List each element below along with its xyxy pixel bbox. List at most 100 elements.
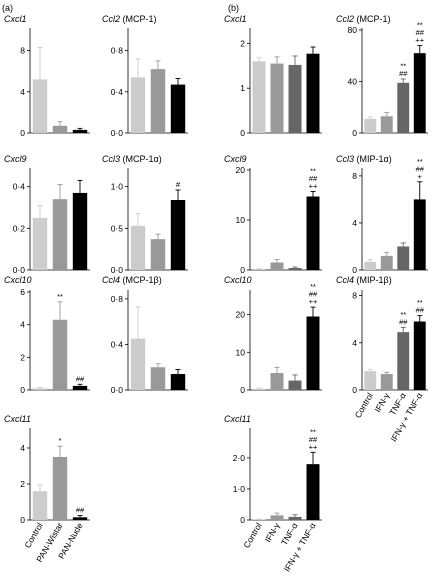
significance-marker: ## — [76, 506, 85, 515]
chart-title: Ccl3 (MIP-1α) — [336, 154, 392, 164]
bar-pan-wistar — [52, 125, 68, 133]
chart-title: Ccl4 (MCP-1β) — [102, 275, 162, 285]
chart-title: Cxcl10 — [224, 275, 252, 285]
significance-marker: ## — [309, 290, 318, 299]
significance-marker: ** — [310, 282, 316, 291]
bar-control — [32, 79, 48, 133]
chart-a-ccl2: Ccl2 (MCP-1) 0·0 0·4 0·8 — [102, 14, 188, 138]
y-tick-label: 0 — [240, 265, 245, 275]
bar-ifn-tnf- — [306, 464, 320, 520]
bar-control — [252, 388, 266, 390]
bar-pan-wistar — [52, 457, 68, 520]
chart-b-ccl3: Ccl3 (MIP-1α) 0 4 8 **##+ — [336, 154, 428, 275]
bar-control — [130, 77, 146, 133]
chart-title: Cxcl9 — [224, 154, 247, 164]
gene-name: Cxcl9 — [224, 154, 247, 164]
bar-tnf- — [397, 82, 410, 133]
significance-marker: ## — [416, 306, 425, 315]
bar-ifn-tnf- — [413, 321, 426, 390]
bar-control — [130, 225, 146, 270]
gene-name: Ccl3 — [102, 154, 120, 164]
category-label: Control — [353, 391, 375, 420]
chart-title: Cxcl9 — [4, 154, 27, 164]
chart-title: Ccl3 (MCP-1α) — [102, 154, 162, 164]
bar-tnf- — [288, 64, 302, 133]
y-tick-label: 0 — [352, 265, 357, 275]
significance-marker: ## — [309, 174, 318, 183]
gene-name: Cxcl10 — [4, 275, 32, 285]
gene-name: Cxcl9 — [4, 154, 27, 164]
significance-marker: ## — [76, 374, 85, 383]
bar-tnf- — [288, 268, 302, 270]
bar-ifn-tnf- — [306, 196, 320, 270]
bar-ifn- — [380, 116, 393, 133]
y-tick-label: 0 — [20, 385, 25, 395]
significance-marker: ** — [400, 310, 406, 319]
y-tick-label: 2 — [240, 38, 245, 48]
bar-pan-nude — [72, 129, 88, 133]
bar-ifn-tnf- — [413, 199, 426, 270]
gene-name: Ccl3 — [336, 154, 354, 164]
gene-name: Cxcl10 — [224, 275, 252, 285]
significance-marker: ** — [417, 20, 423, 29]
bar-pan-wistar — [52, 199, 68, 270]
significance-marker: # — [176, 180, 181, 189]
chart-title: Cxcl11 — [4, 414, 31, 424]
chart-a-cxcl10: Cxcl10 0 2 4 6 ** ## — [4, 275, 90, 395]
bar-ifn- — [380, 374, 393, 390]
y-tick-label: 0 — [352, 385, 357, 395]
bar-control — [32, 491, 48, 520]
bar-ifn-tnf- — [413, 53, 426, 133]
bar-ifn-tnf- — [306, 53, 320, 133]
protein-name: (MCP-1β) — [120, 275, 162, 285]
y-tick-label: 0 — [240, 128, 245, 138]
y-tick-label: 0 — [352, 128, 357, 138]
gene-name: Ccl4 — [102, 275, 120, 285]
y-tick-label: 10 — [236, 347, 246, 357]
y-tick-label: 0·2 — [13, 223, 26, 233]
panel-a-label: (a) — [2, 3, 13, 13]
bar-pan-nude — [72, 385, 88, 390]
chart-b-cxcl1: Cxcl1 0 1 2 — [224, 14, 322, 138]
chart-b-ccl4: Ccl4 (MIP-1β)048ControlIFN-γ**##TNF-α**#… — [336, 275, 428, 443]
bar-pan-wistar — [150, 239, 166, 270]
significance-marker: ++ — [415, 35, 424, 44]
bar-control — [130, 338, 146, 390]
bar-ifn- — [380, 255, 393, 270]
protein-name: (MCP-1) — [354, 14, 391, 24]
significance-marker: ++ — [309, 182, 318, 191]
y-tick-label: 2·0 — [233, 453, 246, 463]
bar-control — [32, 217, 48, 270]
category-label: Control — [241, 521, 263, 550]
y-tick-label: 20 — [236, 165, 246, 175]
y-tick-label: 4 — [352, 218, 357, 228]
y-tick-label: 8 — [352, 171, 357, 181]
y-tick-label: 0·0 — [13, 265, 26, 275]
significance-marker: + — [418, 172, 423, 181]
significance-marker: ## — [399, 69, 408, 78]
y-tick-label: 0·0 — [111, 385, 124, 395]
y-tick-label: 4 — [352, 338, 357, 348]
chart-a-cxcl1: Cxcl1 0 4 8 — [4, 14, 90, 138]
chart-b-cxcl10: Cxcl10 0 10 20 **##++ — [224, 275, 322, 395]
significance-marker: ++ — [309, 442, 318, 451]
y-tick-label: 0·4 — [111, 87, 124, 97]
significance-marker: * — [59, 436, 62, 445]
bar-control — [364, 261, 377, 270]
significance-marker: ** — [310, 427, 316, 436]
significance-marker: ## — [399, 317, 408, 326]
gene-name: Cxcl1 — [4, 14, 27, 24]
bar-control — [252, 61, 266, 133]
chart-b-cxcl11: Cxcl1101·02·0ControlIFN-γTNF-α**##++IFN-… — [224, 414, 322, 573]
bar-control — [364, 371, 377, 390]
significance-marker: ** — [57, 292, 63, 301]
bar-tnf- — [288, 516, 302, 520]
bar-ifn- — [270, 515, 284, 520]
y-tick-label: 0·8 — [111, 46, 124, 56]
protein-name: (MIP-1β) — [354, 275, 392, 285]
significance-marker: ++ — [309, 297, 318, 306]
y-tick-label: 6 — [20, 287, 25, 297]
gene-name: Cxcl1 — [224, 14, 247, 24]
y-tick-label: 40 — [348, 77, 358, 87]
